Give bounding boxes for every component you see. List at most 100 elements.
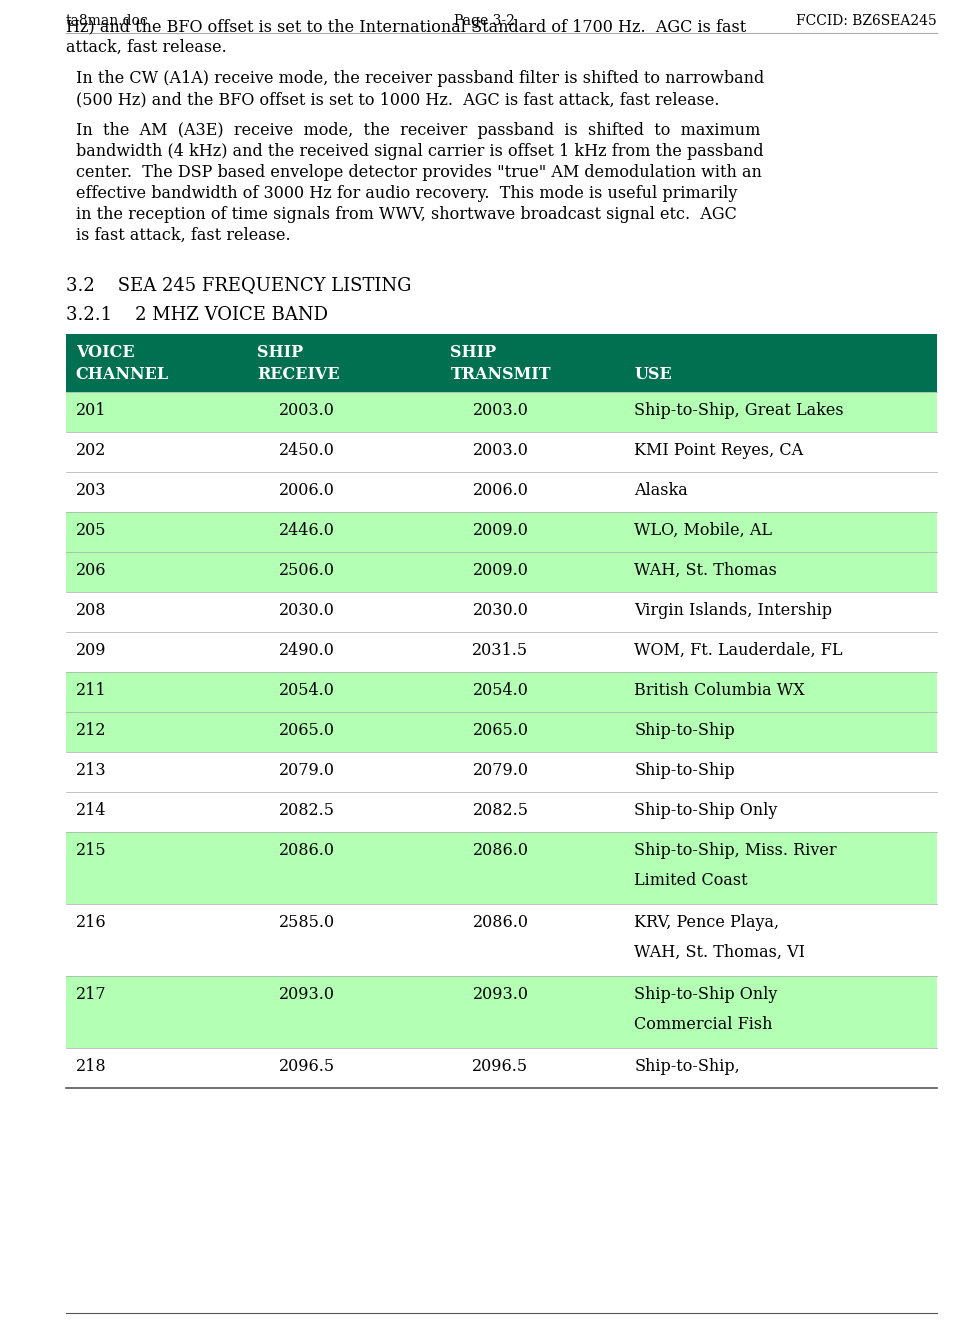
Text: Ship-to-Ship, Miss. River: Ship-to-Ship, Miss. River: [634, 842, 837, 860]
Text: 203: 203: [76, 482, 106, 500]
Text: 2096.5: 2096.5: [472, 1058, 529, 1074]
Text: KMI Point Reyes, CA: KMI Point Reyes, CA: [634, 442, 803, 459]
Text: Alaska: Alaska: [634, 482, 688, 500]
Text: 3.2    SEA 245 FREQUENCY LISTING: 3.2 SEA 245 FREQUENCY LISTING: [66, 277, 411, 294]
Text: 2079.0: 2079.0: [279, 761, 335, 779]
Text: 2030.0: 2030.0: [472, 602, 529, 619]
Text: In the CW (A1A) receive mode, the receiver passband filter is shifted to narrowb: In the CW (A1A) receive mode, the receiv…: [76, 70, 765, 87]
Text: 2446.0: 2446.0: [279, 522, 335, 539]
Text: 212: 212: [76, 723, 106, 739]
Text: Virgin Islands, Intership: Virgin Islands, Intership: [634, 602, 832, 619]
Text: 2086.0: 2086.0: [279, 842, 335, 860]
Text: 214: 214: [76, 802, 106, 819]
Bar: [66, 712, 937, 752]
Text: 2003.0: 2003.0: [279, 402, 335, 419]
Text: 202: 202: [76, 442, 106, 459]
Text: 2585.0: 2585.0: [279, 915, 335, 931]
Text: ta8man.doc: ta8man.doc: [66, 13, 149, 28]
Text: Ship-to-Ship: Ship-to-Ship: [634, 761, 735, 779]
Text: 216: 216: [76, 915, 106, 931]
Text: 2096.5: 2096.5: [279, 1058, 335, 1074]
Text: In  the  AM  (A3E)  receive  mode,  the  receiver  passband  is  shifted  to  ma: In the AM (A3E) receive mode, the receiv…: [76, 122, 761, 138]
Text: Ship-to-Ship,: Ship-to-Ship,: [634, 1058, 741, 1074]
Text: 2490.0: 2490.0: [279, 642, 335, 659]
Text: 2065.0: 2065.0: [279, 723, 335, 739]
Text: USE: USE: [634, 367, 672, 383]
Bar: [66, 432, 937, 471]
Text: 2006.0: 2006.0: [472, 482, 529, 500]
Text: attack, fast release.: attack, fast release.: [66, 39, 227, 56]
Text: SHIP: SHIP: [257, 344, 303, 361]
Text: 2506.0: 2506.0: [279, 561, 335, 579]
Text: 213: 213: [76, 761, 106, 779]
Text: Page 3-2: Page 3-2: [454, 13, 514, 28]
Text: 2086.0: 2086.0: [472, 842, 529, 860]
Text: 208: 208: [76, 602, 106, 619]
Text: 217: 217: [76, 986, 106, 1003]
Text: in the reception of time signals from WWV, shortwave broadcast signal etc.  AGC: in the reception of time signals from WW…: [76, 205, 737, 223]
Bar: [66, 633, 937, 672]
Text: 2082.5: 2082.5: [472, 802, 529, 819]
Text: 201: 201: [76, 402, 106, 419]
Bar: [66, 833, 937, 904]
Text: VOICE: VOICE: [76, 344, 135, 361]
Text: Hz) and the BFO offset is set to the International Standard of 1700 Hz.  AGC is : Hz) and the BFO offset is set to the Int…: [66, 17, 746, 35]
Text: effective bandwidth of 3000 Hz for audio recovery.  This mode is useful primaril: effective bandwidth of 3000 Hz for audio…: [76, 185, 738, 201]
Bar: [66, 672, 937, 712]
Text: 206: 206: [76, 561, 106, 579]
Text: 2054.0: 2054.0: [472, 682, 529, 698]
Bar: [66, 592, 937, 633]
Text: 2003.0: 2003.0: [472, 402, 529, 419]
Bar: [66, 904, 937, 976]
Text: RECEIVE: RECEIVE: [257, 367, 340, 383]
Text: 2079.0: 2079.0: [472, 761, 529, 779]
Text: 2009.0: 2009.0: [472, 561, 529, 579]
Text: Limited Coast: Limited Coast: [634, 872, 748, 889]
Bar: [66, 334, 937, 392]
Text: 3.2.1    2 MHZ VOICE BAND: 3.2.1 2 MHZ VOICE BAND: [66, 306, 328, 324]
Text: 205: 205: [76, 522, 106, 539]
Text: 209: 209: [76, 642, 106, 659]
Text: Ship-to-Ship, Great Lakes: Ship-to-Ship, Great Lakes: [634, 402, 844, 419]
Text: center.  The DSP based envelope detector provides "true" AM demodulation with an: center. The DSP based envelope detector …: [76, 164, 762, 181]
Text: Ship-to-Ship Only: Ship-to-Ship Only: [634, 986, 777, 1003]
Text: 215: 215: [76, 842, 106, 860]
Text: 218: 218: [76, 1058, 106, 1074]
Text: 2086.0: 2086.0: [472, 915, 529, 931]
Bar: [66, 976, 937, 1048]
Text: 211: 211: [76, 682, 106, 698]
Text: 2054.0: 2054.0: [279, 682, 335, 698]
Bar: [66, 552, 937, 592]
Text: Ship-to-Ship: Ship-to-Ship: [634, 723, 735, 739]
Text: Ship-to-Ship Only: Ship-to-Ship Only: [634, 802, 777, 819]
Text: 2082.5: 2082.5: [279, 802, 335, 819]
Text: British Columbia WX: British Columbia WX: [634, 682, 805, 698]
Text: bandwidth (4 kHz) and the received signal carrier is offset 1 kHz from the passb: bandwidth (4 kHz) and the received signa…: [76, 142, 764, 160]
Text: 2006.0: 2006.0: [279, 482, 335, 500]
Text: WLO, Mobile, AL: WLO, Mobile, AL: [634, 522, 772, 539]
Text: Commercial Fish: Commercial Fish: [634, 1017, 772, 1033]
Text: SHIP: SHIP: [450, 344, 497, 361]
Bar: [66, 1048, 937, 1088]
Bar: [66, 471, 937, 512]
Bar: [66, 392, 937, 432]
Text: 2030.0: 2030.0: [279, 602, 335, 619]
Text: WOM, Ft. Lauderdale, FL: WOM, Ft. Lauderdale, FL: [634, 642, 843, 659]
Text: WAH, St. Thomas: WAH, St. Thomas: [634, 561, 777, 579]
Text: 2093.0: 2093.0: [472, 986, 529, 1003]
Text: (500 Hz) and the BFO offset is set to 1000 Hz.  AGC is fast attack, fast release: (500 Hz) and the BFO offset is set to 10…: [76, 91, 719, 107]
Text: 2450.0: 2450.0: [279, 442, 335, 459]
Text: WAH, St. Thomas, VI: WAH, St. Thomas, VI: [634, 944, 805, 962]
Bar: [66, 792, 937, 833]
Bar: [66, 752, 937, 792]
Bar: [66, 512, 937, 552]
Text: 2009.0: 2009.0: [472, 522, 529, 539]
Text: 2031.5: 2031.5: [472, 642, 529, 659]
Text: FCCID: BZ6SEA245: FCCID: BZ6SEA245: [797, 13, 937, 28]
Text: CHANNEL: CHANNEL: [76, 367, 169, 383]
Text: KRV, Pence Playa,: KRV, Pence Playa,: [634, 915, 779, 931]
Text: is fast attack, fast release.: is fast attack, fast release.: [76, 227, 290, 244]
Text: TRANSMIT: TRANSMIT: [450, 367, 551, 383]
Text: 2003.0: 2003.0: [472, 442, 529, 459]
Text: 2093.0: 2093.0: [279, 986, 335, 1003]
